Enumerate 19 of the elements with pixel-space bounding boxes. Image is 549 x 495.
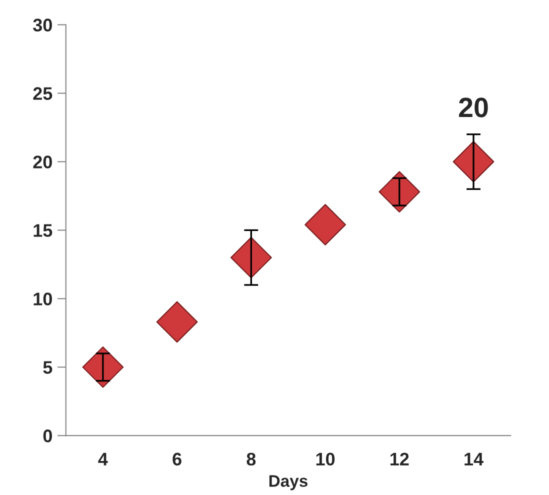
x-tick-label: 14 [464, 452, 484, 466]
y-tick-label: 15 [34, 224, 52, 237]
point [452, 141, 494, 182]
y-tick-label: 25 [33, 87, 52, 100]
x-tick-label: 10 [316, 452, 335, 466]
point [230, 236, 272, 278]
y-tick-label: 20 [33, 156, 52, 168]
x-tick-label: 6 [172, 452, 182, 466]
x-tick-label: 4 [98, 452, 108, 466]
annotation: 20 [459, 98, 488, 118]
y-tick-label: 10 [34, 292, 52, 306]
x-tick-label: 12 [390, 452, 409, 466]
point [156, 301, 198, 343]
y-tick-label: 30 [33, 18, 52, 32]
point [304, 204, 346, 246]
x-tick-label: 8 [246, 452, 256, 466]
y-tick-label: 5 [43, 361, 52, 374]
y-tick-label: 0 [43, 430, 52, 442]
x-axis-title: Days [269, 475, 308, 490]
